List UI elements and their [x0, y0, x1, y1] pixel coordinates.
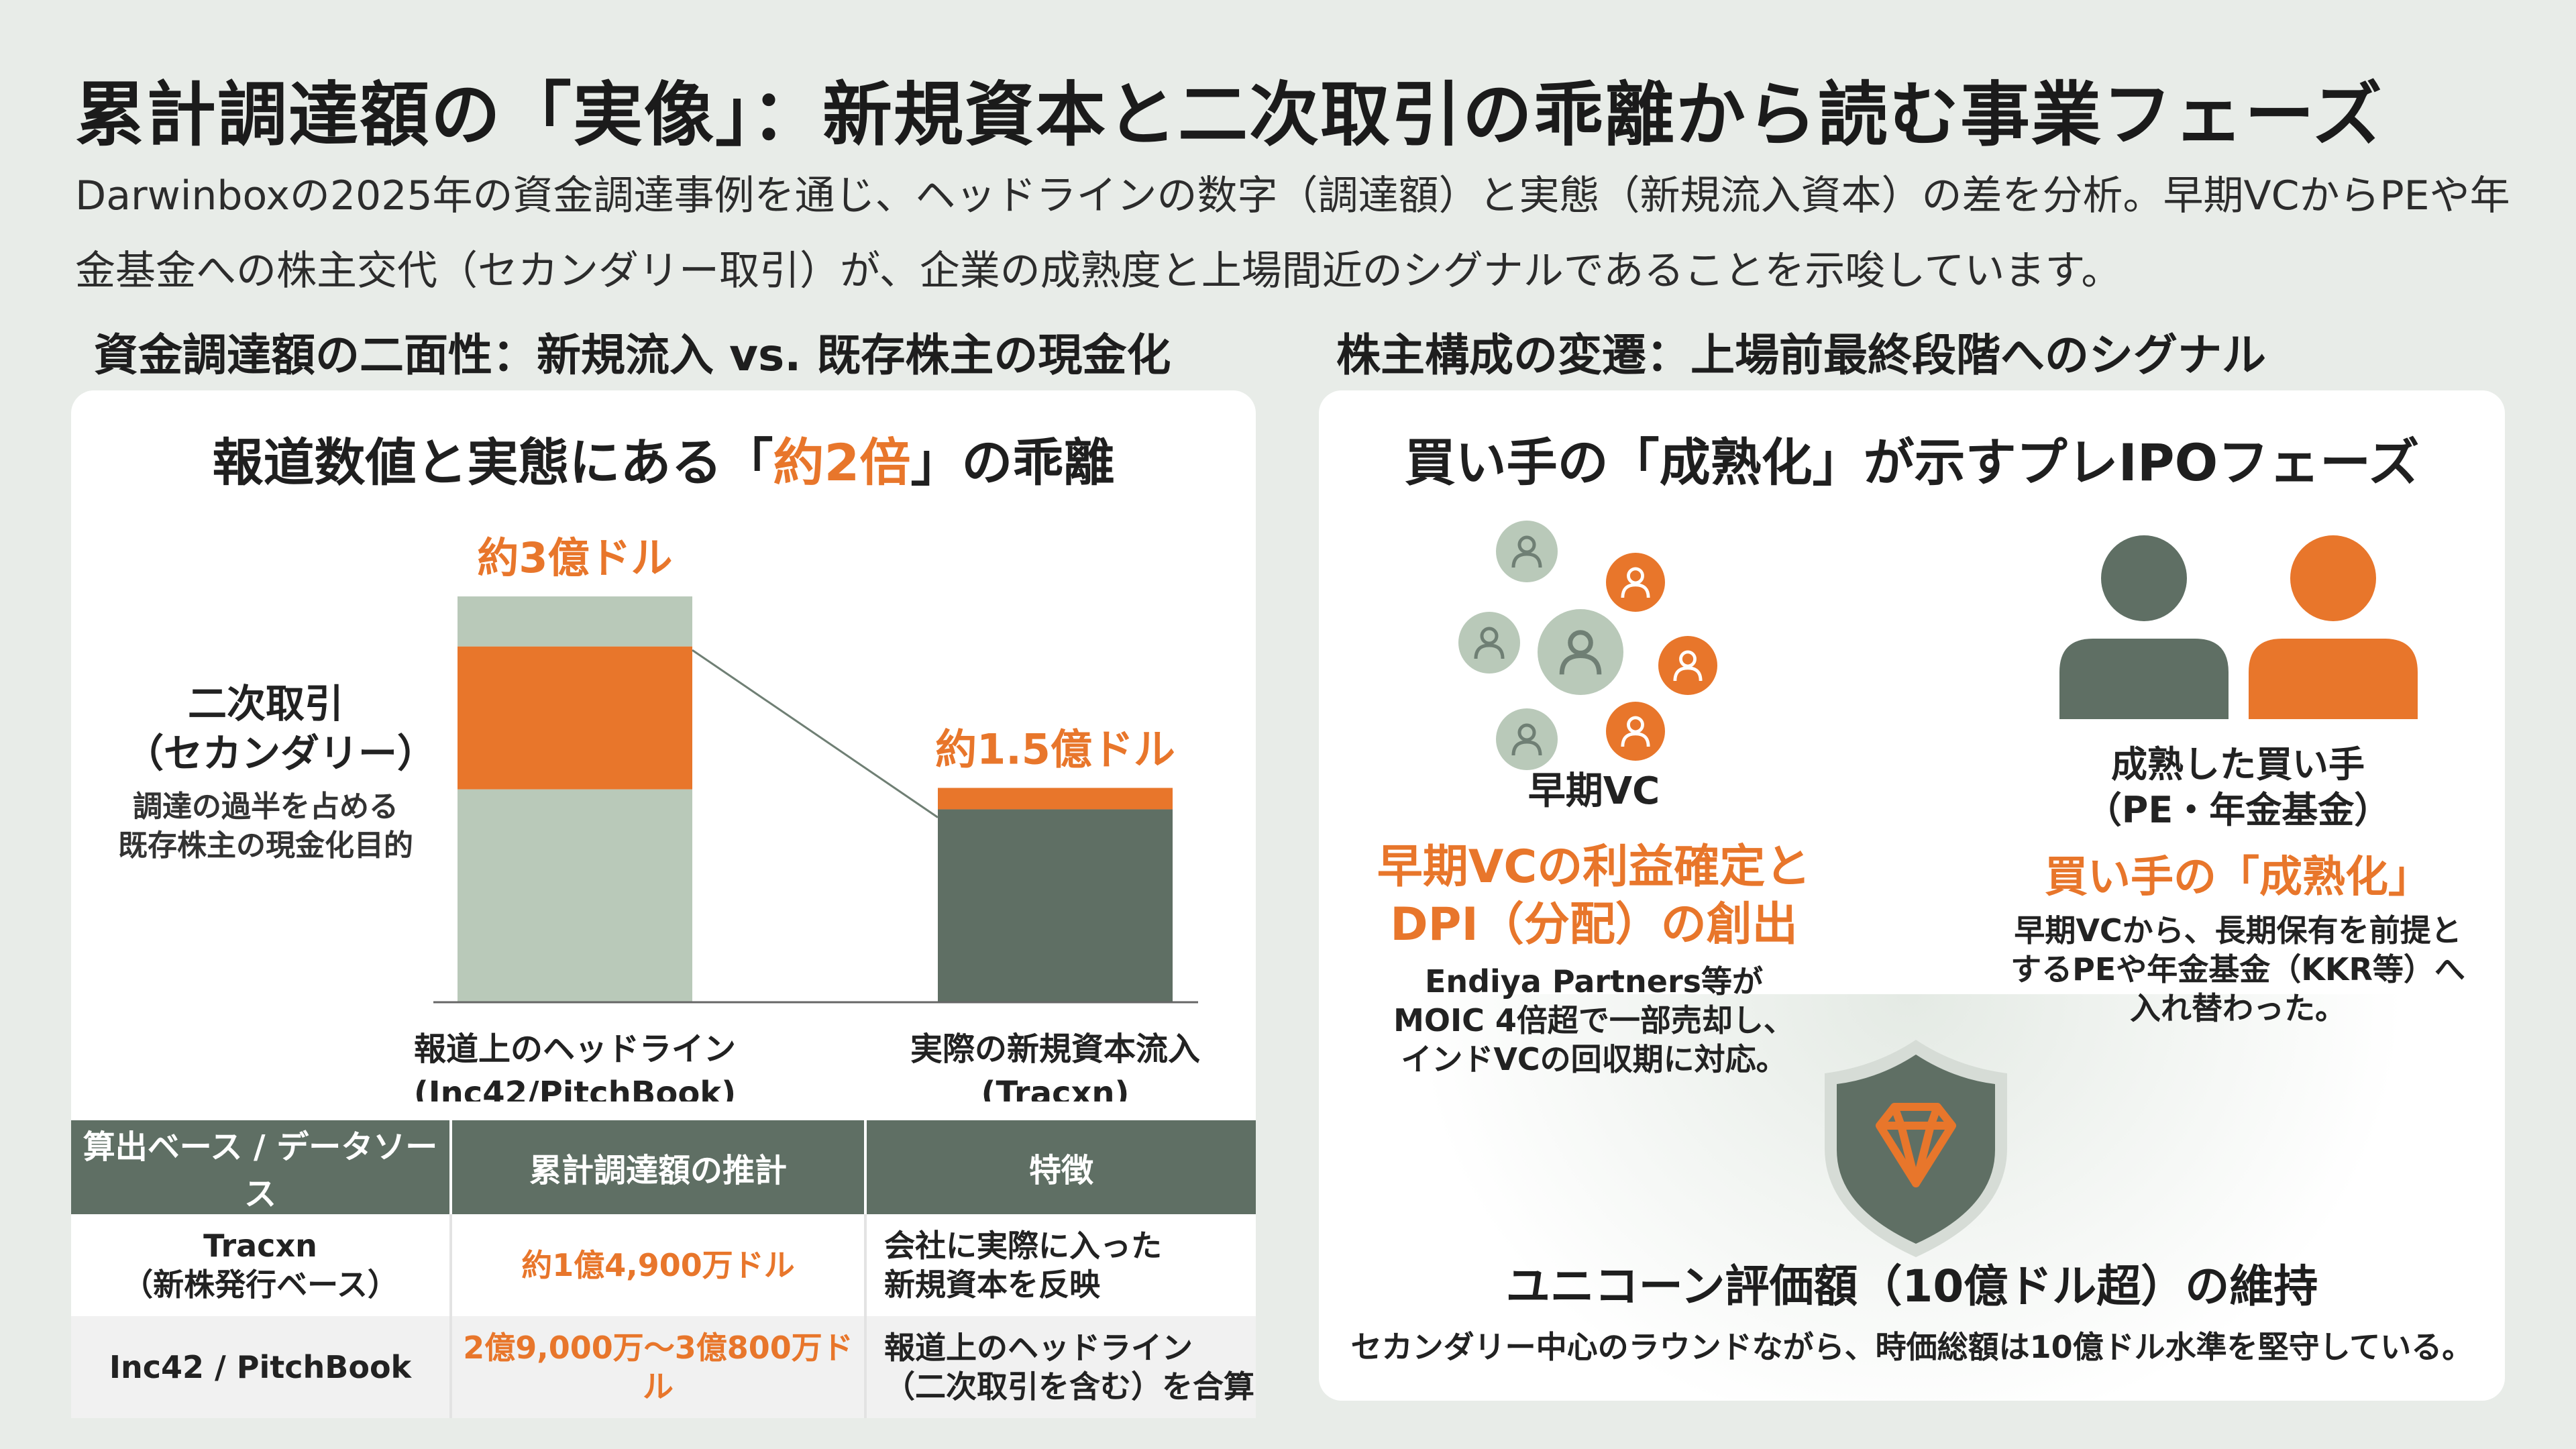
table-row: Tracxn （新株発行ベース） 約1億4,900万ドル 会社に実際に入った 新… — [71, 1214, 1256, 1316]
source-line2: （新株発行ベース） — [122, 1267, 398, 1303]
feature-line2: 新規資本を反映 — [884, 1267, 1100, 1303]
left-panel-title: 報道数値と実態にある「約2倍」の乖離 — [71, 421, 1256, 495]
mature-buyer-desc-line1: 早期VCから、長期保有を前提と — [2014, 912, 2462, 949]
secondary-desc-line1: 調達の過半を占める — [133, 790, 398, 824]
avatar-head — [1480, 627, 1499, 645]
mature-buyer-desc: 早期VCから、長期保有を前提と するPEや年金基金（KKR等）へ 入れ替わった。 — [1976, 911, 2500, 1028]
mature-buyer-headline: 買い手の「成熟化」 — [2045, 853, 2431, 902]
early-vc-headline: 早期VCの利益確定と DPI（分配）の創出 — [1332, 839, 1856, 954]
bar-segment — [458, 596, 692, 647]
table-header-estimate: 累計調達額の推計 — [451, 1120, 867, 1214]
table-cell-source: Inc42 / PitchBook — [71, 1316, 452, 1418]
table-cell-feature: 報道上のヘッドライン （二次取引を含む）を合算 — [865, 1316, 1256, 1418]
avatar-head — [1517, 535, 1536, 554]
avatar-body — [1673, 666, 1703, 682]
bar-segment — [458, 789, 692, 1002]
table-header-feature: 特徴 — [865, 1120, 1256, 1214]
secondary-trade-desc: 調達の過半を占める 既存株主の現金化目的 — [111, 788, 420, 865]
feature-line1: 会社に実際に入った — [884, 1228, 1162, 1264]
bar-value-label: 約1.5億ドル — [935, 725, 1175, 774]
category-label: (Inc42/PitchBook) — [414, 1075, 736, 1102]
early-vc-desc-line2: MOIC 4倍超で一部売却し、 — [1393, 1002, 1794, 1038]
category-label: 報道上のヘッドライン — [414, 1030, 736, 1068]
stacked-bar-chart: 約3億ドル報道上のヘッドライン (Inc42/PitchBook) 約1.5億ドル実… — [71, 390, 1256, 1102]
table-header-source: 算出ベース / データソース — [71, 1120, 452, 1214]
secondary-label-line1: 二次取引 — [187, 681, 343, 727]
early-vc-headline-line1: 早期VCの利益確定と — [1377, 841, 1811, 894]
avatar-body — [1559, 653, 1602, 675]
connector-line — [692, 649, 938, 818]
category-label: 実際の新規資本流入 — [910, 1030, 1200, 1068]
secondary-label-line2: （セカンダリー） — [125, 731, 437, 776]
avatar-body — [1621, 583, 1650, 598]
avatar-body — [1621, 732, 1650, 747]
source-line1: Tracxn — [203, 1228, 317, 1264]
early-vc-desc: Endiya Partners等が MOIC 4倍超で一部売却し、 インドVCの… — [1332, 962, 1856, 1079]
avatar-head — [1679, 650, 1697, 668]
page-title: 累計調達額の「実像」：新規資本と二次取引の乖離から読む事業フェーズ — [75, 74, 2383, 156]
avatar-body — [1511, 740, 1542, 756]
avatar-body — [1511, 552, 1542, 568]
secondary-desc-line2: 既存株主の現金化目的 — [118, 828, 413, 863]
bar-segment — [458, 646, 692, 790]
avatar-head — [1627, 567, 1644, 585]
bar-value-label: 約3億ドル — [477, 533, 672, 582]
left-panel-title-highlight: 約2倍 — [773, 433, 911, 492]
left-panel-title-post: 」の乖離 — [910, 433, 1115, 492]
left-panel-title-pre: 報道数値と実態にある「 — [212, 433, 773, 492]
feature-line1: 報道上のヘッドライン — [884, 1330, 1193, 1366]
source-line1: Inc42 / PitchBook — [109, 1349, 412, 1385]
feature-line2: （二次取引を含む）を合算 — [884, 1368, 1254, 1405]
funding-data-table: 算出ベース / データソース 累計調達額の推計 特徴 Tracxn （新株発行ベ… — [71, 1120, 1256, 1418]
bar-segment — [938, 788, 1173, 810]
mature-buyer-desc-line2: するPEや年金基金（KKR等）へ — [2010, 951, 2465, 987]
shareholder-transition-panel: 買い手の「成熟化」が示すプレIPOフェーズ 早期VC 早期VCの利益確定と DP… — [1319, 390, 2505, 1401]
mature-buyer-desc-line3: 入れ替わった。 — [2130, 990, 2346, 1026]
shield-diamond-icon — [1825, 1040, 2007, 1257]
early-vc-headline-line2: DPI（分配）の創出 — [1390, 898, 1798, 951]
category-label: (Tracxn) — [981, 1075, 1130, 1102]
avatar-head — [1517, 723, 1536, 742]
avatar-body — [1474, 643, 1505, 659]
person-icon — [2059, 535, 2418, 719]
early-vc-label: 早期VC — [1527, 769, 1660, 813]
table-cell-value: 約1億4,900万ドル — [451, 1214, 867, 1316]
table-cell-feature: 会社に実際に入った 新規資本を反映 — [865, 1214, 1256, 1316]
early-vc-desc-line3: インドVCの回収期に対応。 — [1401, 1041, 1787, 1077]
mature-buyer-label: 成熟した買い手 （PE・年金基金） — [1990, 742, 2486, 833]
mature-buyer-label-line2: （PE・年金基金） — [2085, 789, 2391, 831]
right-panel-title: 買い手の「成熟化」が示すプレIPOフェーズ — [1404, 433, 2420, 492]
person-group-icon — [1458, 521, 1717, 770]
avatar-head — [1627, 716, 1644, 734]
left-section-heading: 資金調達額の二面性：新規流入 vs. 既存株主の現金化 — [94, 329, 1171, 381]
unicorn-desc: セカンダリー中心のラウンドながら、時価総額は10億ドル水準を堅守している。 — [1350, 1329, 2473, 1365]
funding-comparison-panel: 報道数値と実態にある「約2倍」の乖離 二次取引 （セカンダリー） 調達の過半を占… — [71, 390, 1256, 1418]
mature-buyer-label-line1: 成熟した買い手 — [2111, 743, 2365, 786]
secondary-trade-label: 二次取引 （セカンダリー） — [125, 679, 437, 778]
table-row: Inc42 / PitchBook 2億9,000万〜3億800万ドル 報道上の… — [71, 1316, 1256, 1418]
early-vc-desc-line1: Endiya Partners等が — [1424, 963, 1764, 1000]
right-section-heading: 株主構成の変遷：上場前最終段階へのシグナル — [1336, 329, 2266, 381]
table-cell-source: Tracxn （新株発行ベース） — [71, 1214, 452, 1316]
avatar-head — [1568, 630, 1593, 655]
bar-segment — [938, 809, 1173, 1002]
table-cell-value: 2億9,000万〜3億800万ドル — [451, 1316, 867, 1418]
table-header-row: 算出ベース / データソース 累計調達額の推計 特徴 — [71, 1120, 1256, 1214]
unicorn-title: ユニコーン評価額（10億ドル超）の維持 — [1505, 1260, 2318, 1312]
page-subtitle: Darwinboxの2025年の資金調達事例を通じ、ヘッドラインの数字（調達額）… — [75, 172, 2510, 294]
